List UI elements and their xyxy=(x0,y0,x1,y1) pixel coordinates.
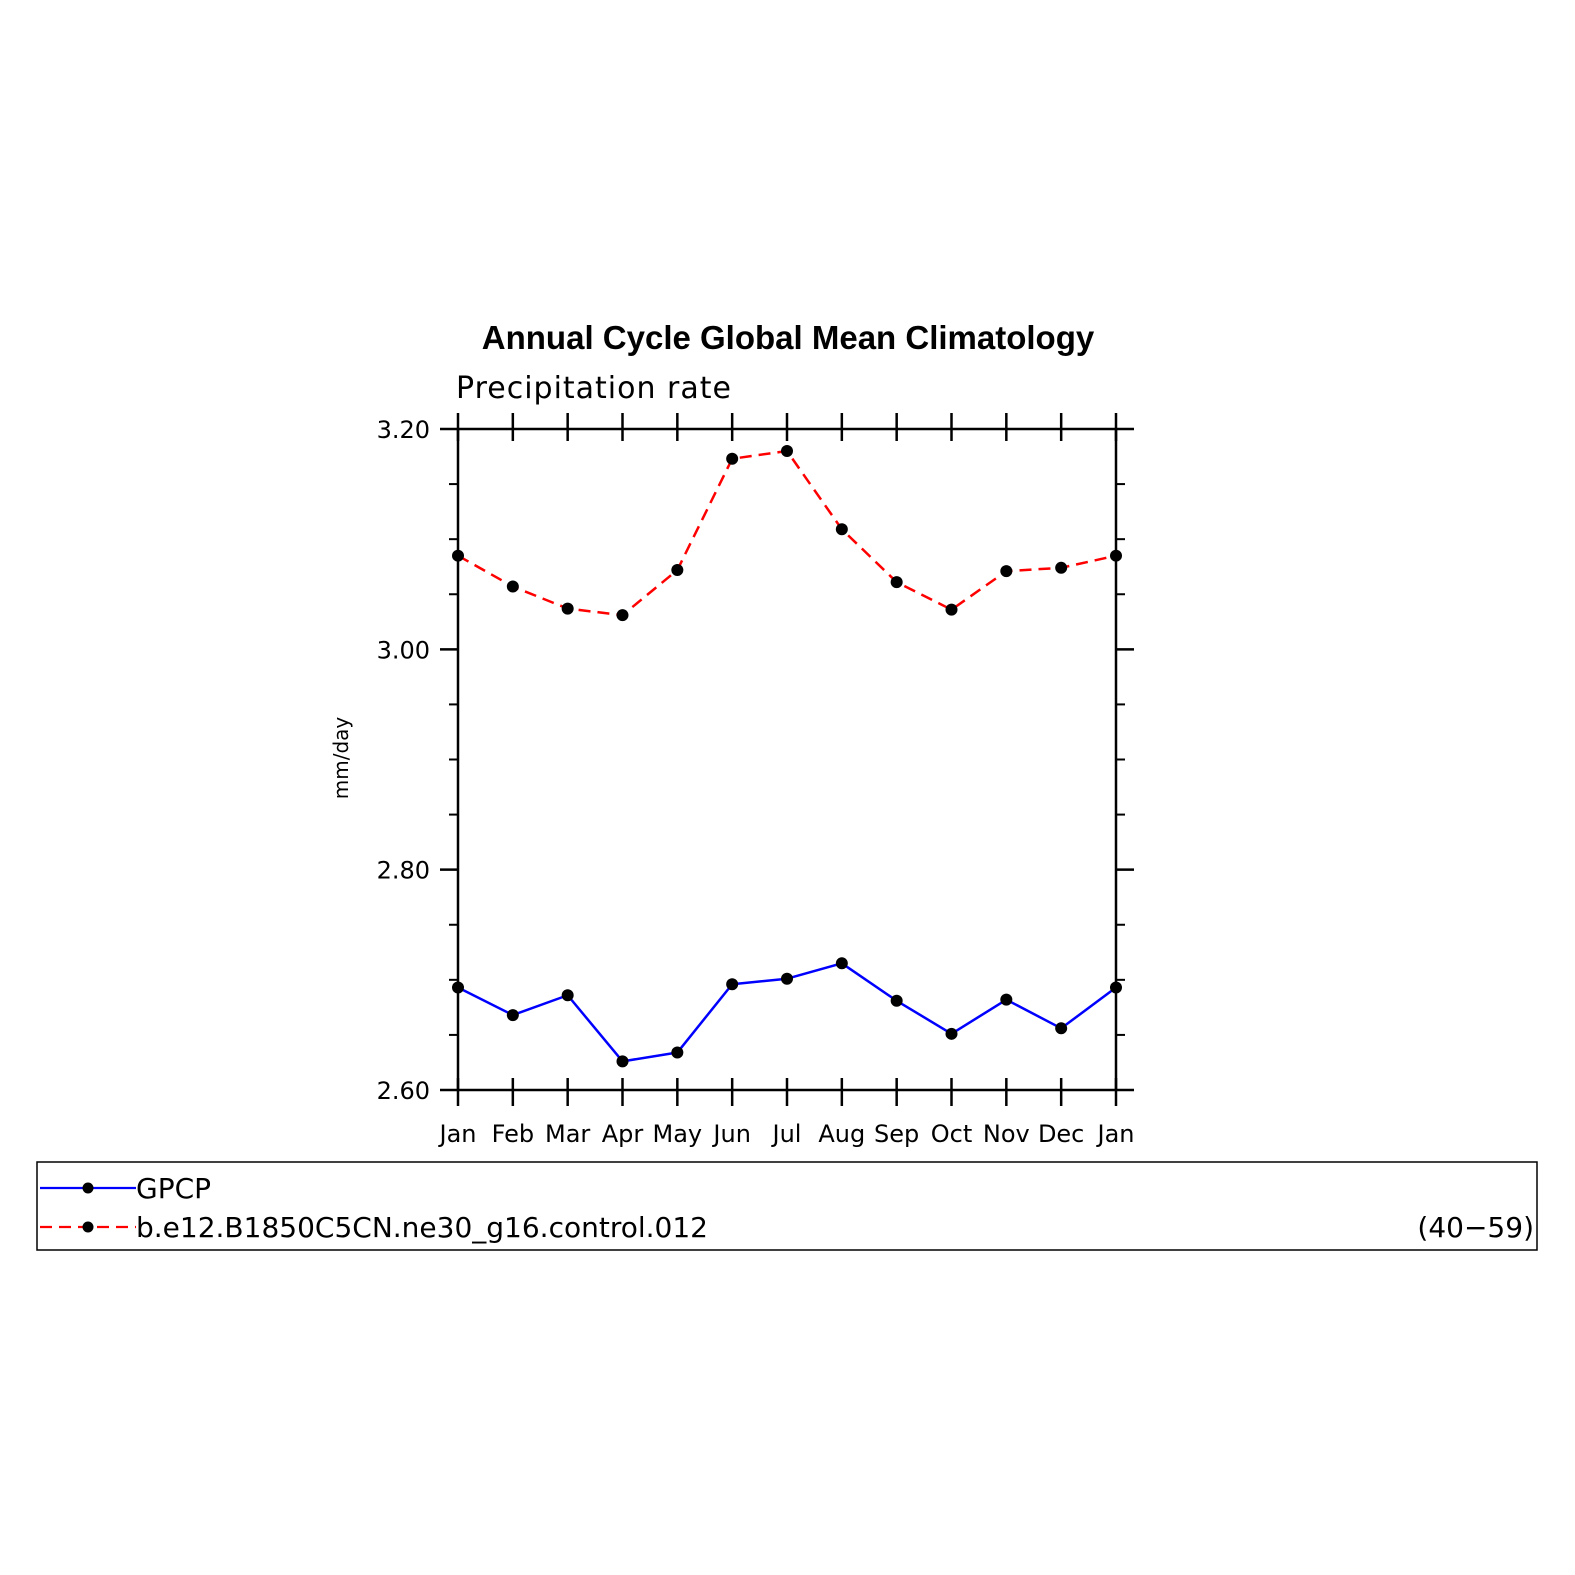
data-point xyxy=(1110,981,1122,994)
x-tick-label: Jan xyxy=(438,1120,477,1148)
y-tick-label: 2.60 xyxy=(377,1077,430,1105)
data-point xyxy=(452,981,464,994)
x-tick-label: Jun xyxy=(711,1120,751,1148)
data-point xyxy=(671,1046,684,1059)
data-point xyxy=(1055,1022,1068,1035)
legend-label-gpcp: GPCP xyxy=(136,1172,211,1205)
data-point xyxy=(945,1027,958,1040)
data-point xyxy=(835,523,848,536)
series-line xyxy=(457,449,1117,617)
legend-marker-gpcp xyxy=(82,1182,94,1194)
x-tick-label: May xyxy=(653,1120,703,1148)
legend: GPCP b.e12.B1850C5CN.ne30_g16.control.01… xyxy=(36,1161,1538,1251)
data-point xyxy=(1000,565,1013,578)
data-point xyxy=(561,989,574,1002)
data-point xyxy=(506,580,519,593)
data-point xyxy=(945,603,958,616)
plot-frame xyxy=(456,427,1118,1092)
x-tick-label: Feb xyxy=(492,1120,535,1148)
data-point xyxy=(671,564,684,577)
data-point xyxy=(1000,993,1013,1006)
y-tick-label: 3.20 xyxy=(377,416,430,444)
data-point xyxy=(781,972,793,985)
legend-label-model: b.e12.B1850C5CN.ne30_g16.control.012 xyxy=(136,1211,708,1244)
data-point xyxy=(1055,561,1068,574)
y-tick-label: 2.80 xyxy=(377,857,430,885)
data-point xyxy=(452,549,464,562)
data-point xyxy=(835,957,848,970)
data-point xyxy=(506,1009,519,1022)
series-0 xyxy=(452,957,1122,1068)
data-point xyxy=(726,978,739,991)
x-tick-label: Apr xyxy=(602,1120,644,1148)
data-point xyxy=(890,576,903,589)
y-axis-label: mm/day xyxy=(329,717,353,800)
data-point xyxy=(781,445,793,458)
x-tick-label: Nov xyxy=(983,1120,1030,1148)
data-point xyxy=(1110,549,1122,562)
y-tick-label: 3.00 xyxy=(377,636,430,664)
x-tick-label: Mar xyxy=(545,1120,590,1148)
data-point xyxy=(890,994,903,1007)
chart-subtitle: Precipitation rate xyxy=(456,371,732,406)
chart-title: Annual Cycle Global Mean Climatology xyxy=(482,319,1095,356)
series-layer xyxy=(452,445,1122,1068)
x-tick-label: Dec xyxy=(1038,1120,1084,1148)
axes: 2.60 2.80 3.00 3.20 Jan Feb Mar Apr May Jun Jul Aug… xyxy=(377,413,1135,1148)
legend-box xyxy=(36,1161,1538,1251)
data-point xyxy=(561,602,574,615)
legend-period-model: (40−59) xyxy=(1417,1211,1534,1244)
x-tick-label: Jan xyxy=(1096,1120,1135,1148)
series-1 xyxy=(452,445,1122,622)
data-point xyxy=(726,452,739,465)
x-tick-label: Oct xyxy=(931,1120,973,1148)
x-tick-label: Aug xyxy=(818,1120,865,1148)
x-tick-label: Sep xyxy=(874,1120,919,1148)
data-point xyxy=(616,1055,629,1068)
x-tick-label: Jul xyxy=(771,1120,802,1148)
legend-marker-model xyxy=(82,1221,94,1233)
data-point xyxy=(616,609,629,622)
